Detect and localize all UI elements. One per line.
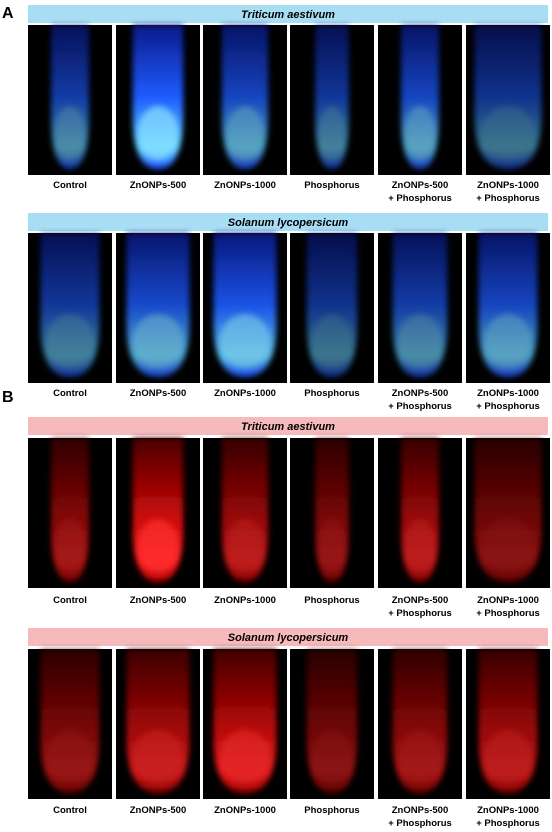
banner-title: Triticum aestivum — [241, 9, 335, 21]
caption: ZnONPs-500 — [392, 595, 449, 606]
root-glow — [46, 314, 94, 368]
root-image — [392, 233, 448, 377]
caption: Control — [53, 595, 87, 606]
root-image — [478, 233, 538, 377]
root-glow — [484, 730, 532, 784]
root-glow — [219, 314, 271, 368]
root-glow — [481, 519, 535, 573]
caption: + Phosphorus — [388, 608, 452, 619]
root-image — [401, 438, 439, 582]
root-image — [51, 25, 89, 169]
root-image — [474, 25, 542, 169]
root-glow — [318, 106, 346, 160]
root-image — [315, 438, 349, 582]
caption: Phosphorus — [304, 595, 359, 606]
root-image — [51, 438, 89, 582]
root-glow — [132, 730, 184, 784]
root-glow — [484, 314, 532, 368]
caption: ZnONPs-1000 — [214, 388, 276, 399]
caption: ZnONPs-500 — [130, 180, 187, 191]
caption: Phosphorus — [304, 805, 359, 816]
root-image — [132, 25, 184, 169]
root-image — [126, 649, 190, 793]
caption: + Phosphorus — [476, 401, 540, 412]
root-glow — [311, 730, 353, 784]
caption: + Phosphorus — [476, 608, 540, 619]
caption: + Phosphorus — [476, 193, 540, 204]
caption: + Phosphorus — [388, 401, 452, 412]
banner — [28, 213, 548, 231]
root-glow — [481, 106, 535, 160]
root-glow — [404, 106, 436, 160]
caption: Control — [53, 180, 87, 191]
root-glow — [219, 730, 271, 784]
caption: ZnONPs-500 — [392, 805, 449, 816]
caption: ZnONPs-1000 — [477, 388, 539, 399]
caption: + Phosphorus — [388, 818, 452, 829]
root-image — [401, 25, 439, 169]
root-image — [40, 649, 100, 793]
root-image — [221, 25, 269, 169]
root-glow — [46, 730, 94, 784]
caption: ZnONPs-1000 — [214, 595, 276, 606]
panel-label: A — [2, 5, 14, 22]
root-glow — [132, 314, 184, 368]
caption: Phosphorus — [304, 180, 359, 191]
root-image — [40, 233, 100, 377]
banner-title: Solanum lycopersicum — [228, 632, 349, 644]
root-glow — [54, 519, 86, 573]
caption: ZnONPs-1000 — [477, 595, 539, 606]
root-glow — [318, 519, 346, 573]
root-glow — [137, 519, 179, 573]
root-image — [474, 438, 542, 582]
caption: ZnONPs-1000 — [214, 805, 276, 816]
root-glow — [398, 730, 442, 784]
banner — [28, 417, 548, 435]
banner-title: Triticum aestivum — [241, 421, 335, 433]
root-image — [478, 649, 538, 793]
caption: Control — [53, 388, 87, 399]
root-image — [306, 649, 358, 793]
root-image — [126, 233, 190, 377]
root-image — [392, 649, 448, 793]
root-glow — [54, 106, 86, 160]
caption: ZnONPs-1000 — [477, 805, 539, 816]
caption: ZnONPs-500 — [392, 388, 449, 399]
root-image — [213, 233, 277, 377]
panel-label: B — [2, 389, 14, 406]
root-glow — [398, 314, 442, 368]
caption: + Phosphorus — [476, 818, 540, 829]
root-image — [132, 438, 184, 582]
banner — [28, 5, 548, 23]
caption: Phosphorus — [304, 388, 359, 399]
root-glow — [226, 519, 264, 573]
caption: ZnONPs-500 — [392, 180, 449, 191]
root-image — [221, 438, 269, 582]
root-glow — [137, 106, 179, 160]
root-glow — [226, 106, 264, 160]
root-glow — [404, 519, 436, 573]
caption: ZnONPs-1000 — [214, 180, 276, 191]
root-glow — [311, 314, 353, 368]
caption: ZnONPs-500 — [130, 595, 187, 606]
root-image — [213, 649, 277, 793]
caption: ZnONPs-1000 — [477, 180, 539, 191]
caption: Control — [53, 805, 87, 816]
banner-title: Solanum lycopersicum — [228, 217, 349, 229]
root-image — [306, 233, 358, 377]
caption: ZnONPs-500 — [130, 388, 187, 399]
root-image — [315, 25, 349, 169]
caption: + Phosphorus — [388, 193, 452, 204]
caption: ZnONPs-500 — [130, 805, 187, 816]
banner — [28, 628, 548, 646]
